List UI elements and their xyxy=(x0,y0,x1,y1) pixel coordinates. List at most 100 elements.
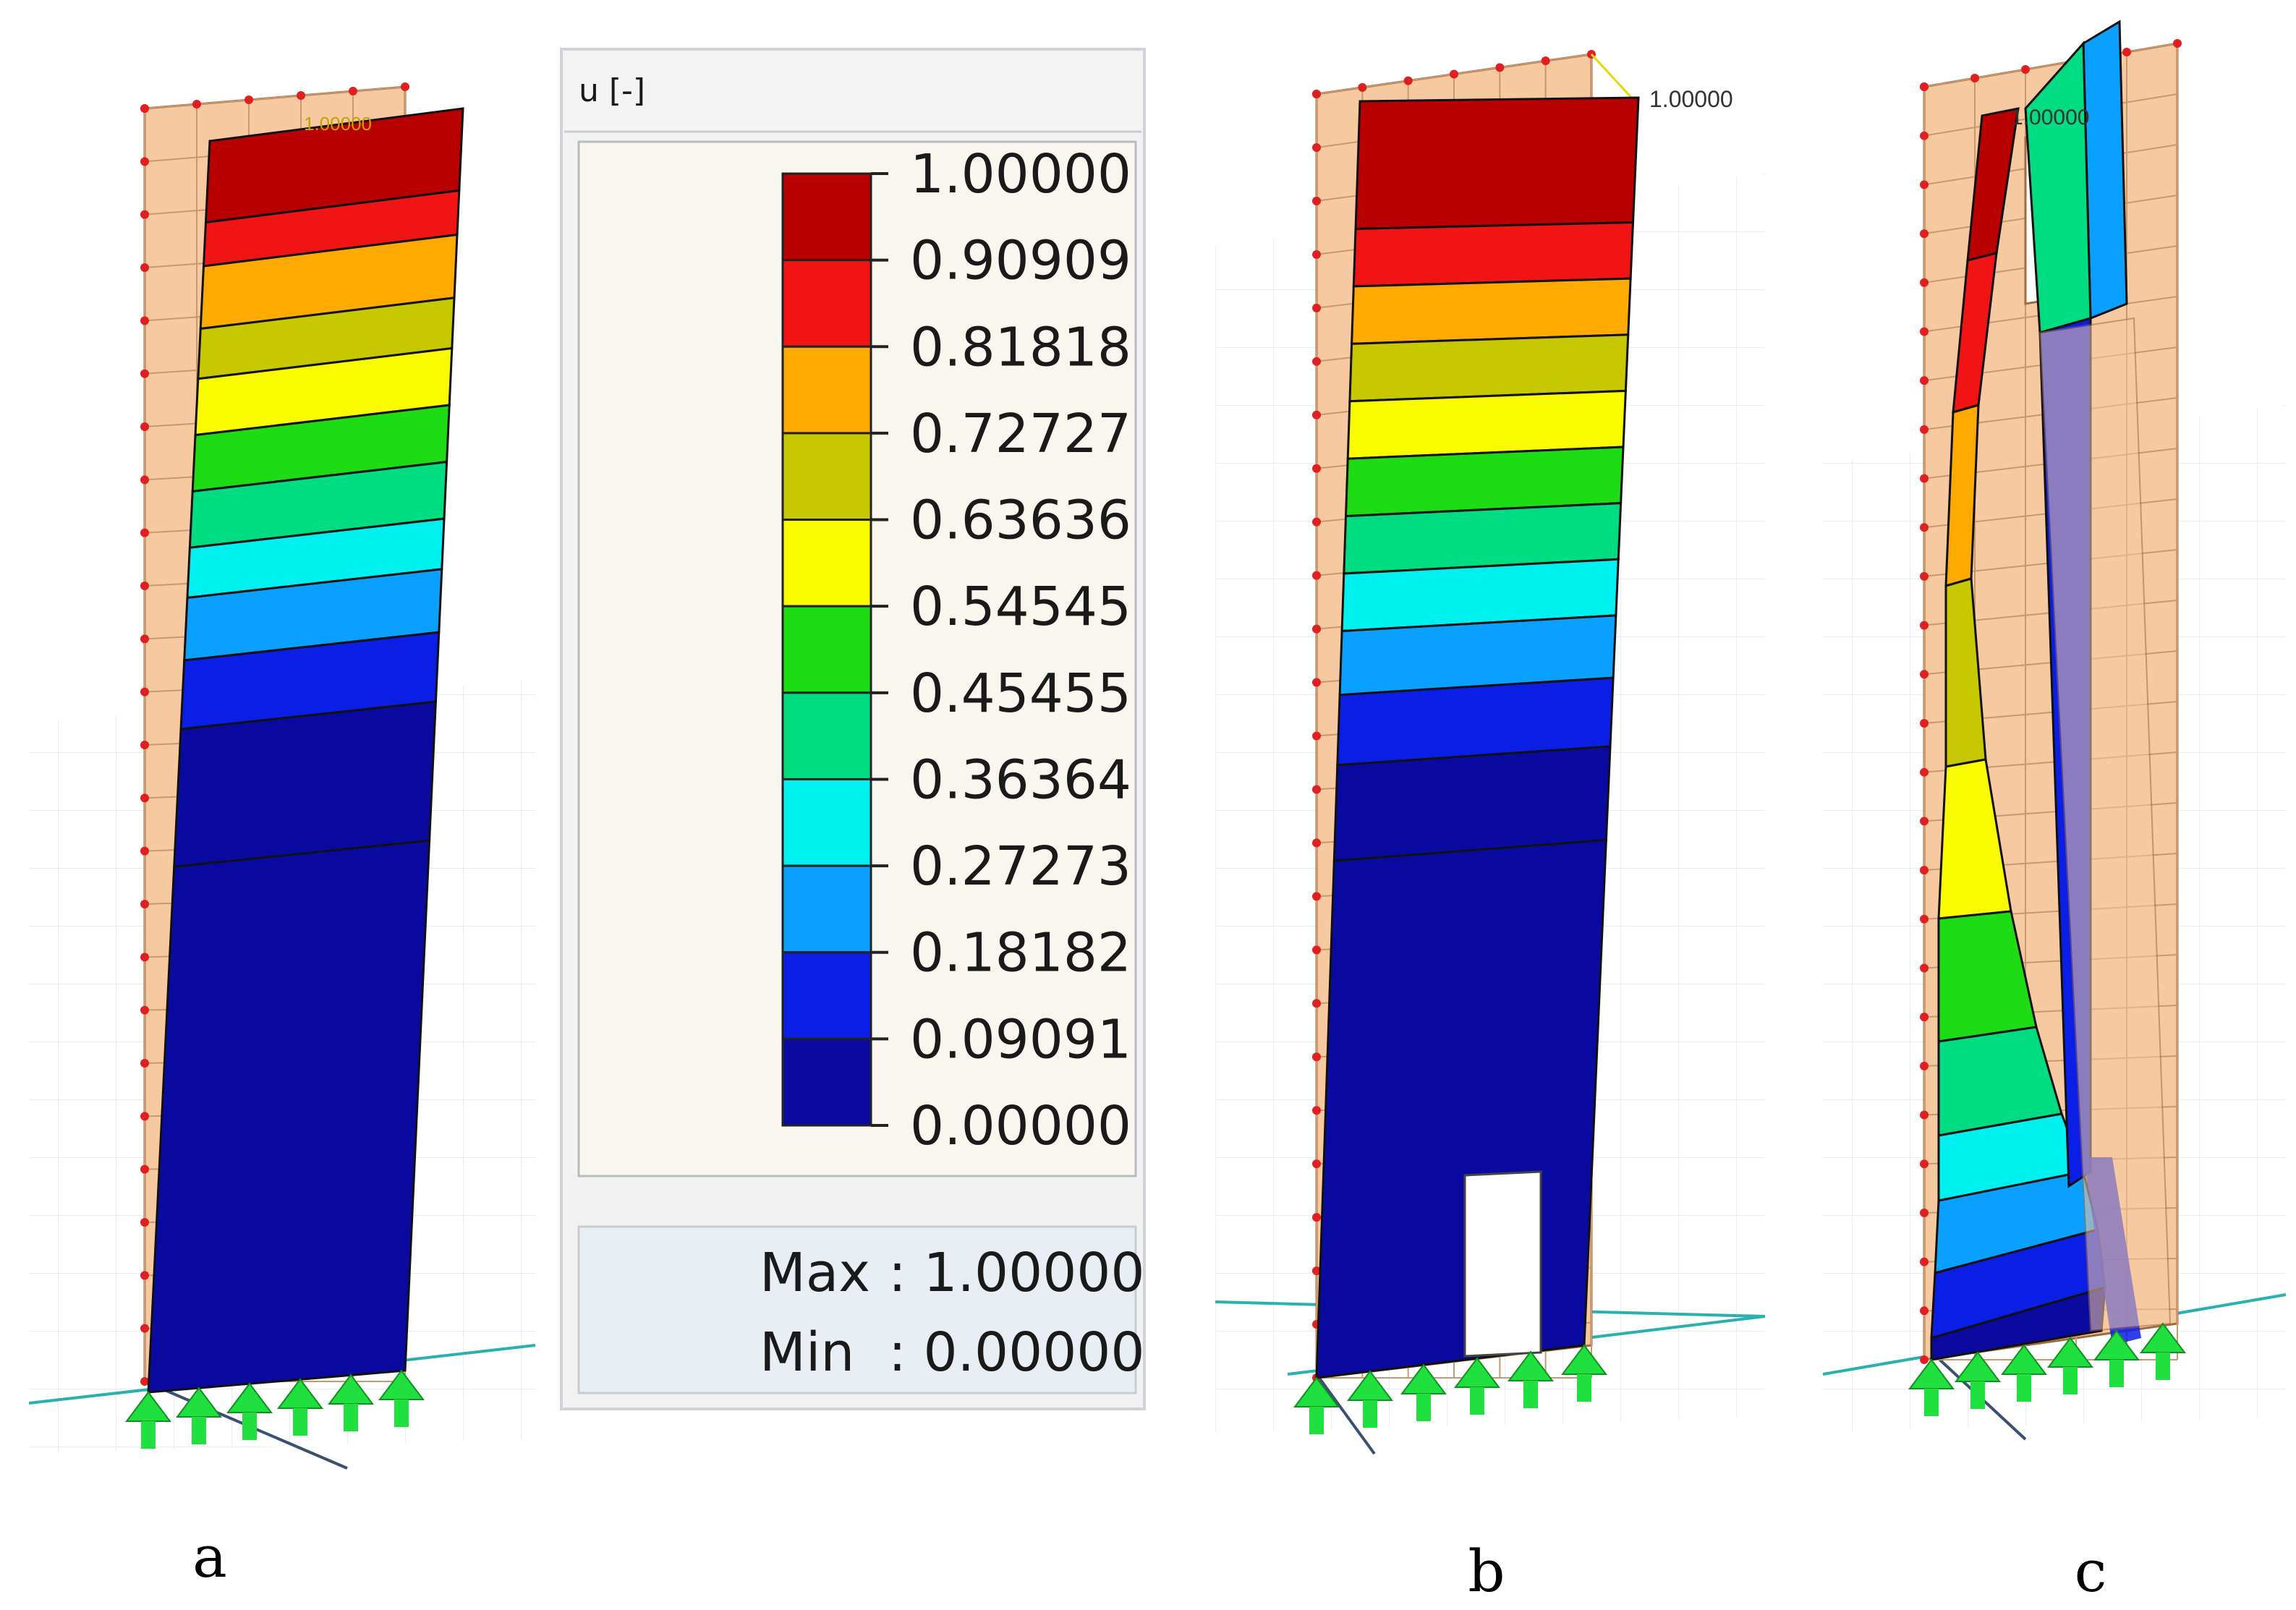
support-stem xyxy=(1470,1387,1484,1415)
node-dot xyxy=(140,687,149,697)
legend-color-bar xyxy=(781,172,872,1127)
node-dot xyxy=(1920,278,1929,287)
node-dot xyxy=(140,1112,149,1121)
node-dot xyxy=(1920,131,1929,140)
node-dot xyxy=(140,1218,149,1227)
node-dot xyxy=(1312,464,1321,473)
legend-tick-label: 0.63636 xyxy=(910,490,1131,552)
node-dot xyxy=(1920,1208,1929,1217)
node-dot xyxy=(140,793,149,803)
caption-c: c xyxy=(2075,1538,2107,1605)
panel-a: 1.00000 a xyxy=(28,22,536,1590)
node-dot xyxy=(2173,39,2182,48)
door-opening-b xyxy=(1463,1170,1542,1358)
node-dot xyxy=(1312,1213,1321,1222)
support-stem xyxy=(1416,1394,1431,1421)
legend-min-value: : 0.00000 xyxy=(888,1321,1144,1384)
legend-quantity: u [-] xyxy=(579,72,645,109)
node-dot xyxy=(1312,90,1321,98)
node-dot xyxy=(2021,65,2030,74)
legend-band xyxy=(781,345,872,435)
node-dot xyxy=(1495,63,1505,72)
node-dot xyxy=(1920,82,1929,91)
max-marker-a: 1.00000 xyxy=(304,113,372,135)
support-stem xyxy=(1309,1407,1324,1434)
contour-band xyxy=(173,700,437,869)
legend-tick-label: 0.45455 xyxy=(910,663,1131,725)
node-dot xyxy=(1312,196,1321,205)
node-dot xyxy=(1920,425,1929,434)
legend-summary xyxy=(577,1225,1137,1394)
node-dot xyxy=(1312,785,1321,794)
node-dot xyxy=(1920,229,1929,239)
caption-a: a xyxy=(192,1523,227,1590)
panel-c: 1.00000 c xyxy=(1822,14,2287,1605)
contour-band xyxy=(1315,838,1607,1379)
contour-band xyxy=(1354,96,1640,231)
node-dot xyxy=(1312,838,1321,848)
node-dot xyxy=(140,900,149,908)
max-marker-c: 1.00000 xyxy=(2011,106,2089,129)
node-dot xyxy=(1920,1013,1929,1022)
node-dot xyxy=(1920,914,1929,924)
node-dot xyxy=(1312,357,1321,366)
node-dot xyxy=(1920,1355,1929,1364)
node-dot xyxy=(1312,892,1321,901)
legend-min-label: Min xyxy=(760,1321,854,1384)
node-dot xyxy=(1312,999,1321,1008)
node-dot xyxy=(140,422,149,431)
node-dot xyxy=(1920,1061,1929,1070)
node-dot xyxy=(1920,767,1929,777)
legend-tick-label: 0.81818 xyxy=(910,316,1131,378)
panel-b: 1.00000 b xyxy=(1215,14,1766,1605)
node-dot xyxy=(1920,719,1929,728)
node-dot xyxy=(1920,817,1929,826)
node-dot xyxy=(140,528,149,537)
support-stem xyxy=(1577,1374,1591,1402)
legend-band xyxy=(781,778,872,867)
legend-band xyxy=(781,519,872,608)
support-stem xyxy=(394,1400,409,1427)
node-dot xyxy=(140,210,149,219)
legend-band xyxy=(781,172,872,262)
node-dot xyxy=(1920,327,1929,336)
support-stem xyxy=(293,1408,307,1436)
node-dot xyxy=(1312,945,1321,955)
contour-band xyxy=(147,839,431,1394)
node-dot xyxy=(140,846,149,856)
legend-band xyxy=(781,1037,872,1127)
legend-tick-label: 0.18182 xyxy=(910,922,1131,984)
node-dot xyxy=(1312,678,1321,687)
legend-max-value: : 1.00000 xyxy=(888,1242,1144,1304)
support-stem xyxy=(1523,1381,1538,1408)
node-dot xyxy=(140,953,149,962)
node-dot xyxy=(1920,963,1929,973)
node-dot xyxy=(1312,731,1321,741)
max-marker-b: 1.00000 xyxy=(1649,86,1733,112)
node-dot xyxy=(245,95,253,104)
node-dot xyxy=(2122,48,2131,56)
support-stem xyxy=(1924,1389,1939,1416)
support-stem xyxy=(141,1421,156,1449)
node-dot xyxy=(1312,303,1321,312)
node-dot xyxy=(1312,142,1321,152)
legend-band xyxy=(781,691,872,780)
node-dot xyxy=(349,87,357,95)
support-stem xyxy=(2017,1374,2031,1402)
node-dot xyxy=(1920,376,1929,386)
legend-tick-label: 0.09091 xyxy=(910,1008,1131,1070)
legend-band xyxy=(781,605,872,694)
legend-tick-label: 0.72727 xyxy=(910,403,1131,465)
node-dot xyxy=(1312,410,1321,419)
node-dot xyxy=(140,1164,149,1174)
node-dot xyxy=(140,263,149,272)
support-stem xyxy=(2109,1360,2124,1387)
node-dot xyxy=(140,157,149,166)
legend-tick-label: 0.90909 xyxy=(910,230,1131,292)
node-dot xyxy=(1920,866,1929,875)
node-dot xyxy=(1920,571,1929,581)
deformed-contour-a xyxy=(147,107,464,1394)
mesh-line xyxy=(1923,43,2178,88)
legend-header xyxy=(564,52,1141,132)
legend-band xyxy=(781,951,872,1040)
